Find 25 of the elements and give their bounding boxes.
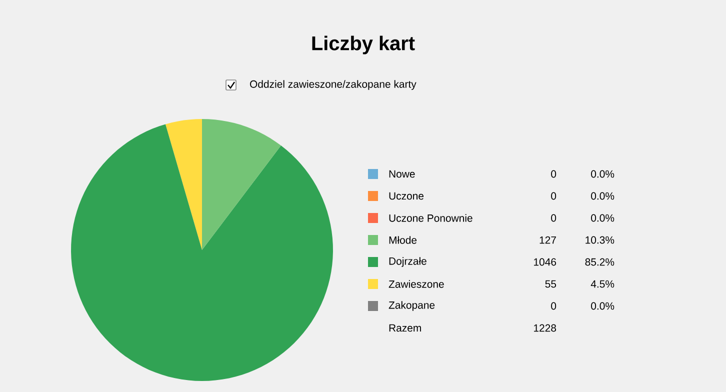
text: 0 (551, 302, 556, 310)
data-label: 4.5% (590, 280, 614, 288)
legend-label: Zawieszone (388, 280, 444, 288)
text: 0 (551, 192, 556, 200)
legend-label: Uczone Ponownie (389, 214, 472, 222)
legend-label: Zakopane (388, 301, 435, 311)
text: 127 (540, 236, 556, 244)
chart-subtitle: Oddziel zawieszone/zakopane karty (250, 80, 416, 90)
data-label: 85.2% (585, 258, 614, 266)
text: 0 (551, 170, 556, 178)
text: 55 (545, 280, 556, 288)
text: 1228 (534, 324, 556, 332)
data-label: 10.3% (586, 236, 614, 244)
text: 0.0% (591, 192, 614, 200)
text: 1046 (534, 258, 556, 266)
text: 0.0% (591, 170, 614, 178)
legend-label: Młode (389, 236, 417, 244)
legend-label: Dojrzałe (389, 257, 426, 267)
chart-title: Liczby kart (312, 36, 415, 54)
legend-label: Uczone (389, 192, 424, 200)
text: 0 (551, 214, 556, 222)
text: 0.0% (591, 214, 614, 222)
text: Razem (389, 324, 421, 332)
legend-label: Nowe (389, 170, 415, 178)
text: 0.0% (591, 302, 614, 310)
